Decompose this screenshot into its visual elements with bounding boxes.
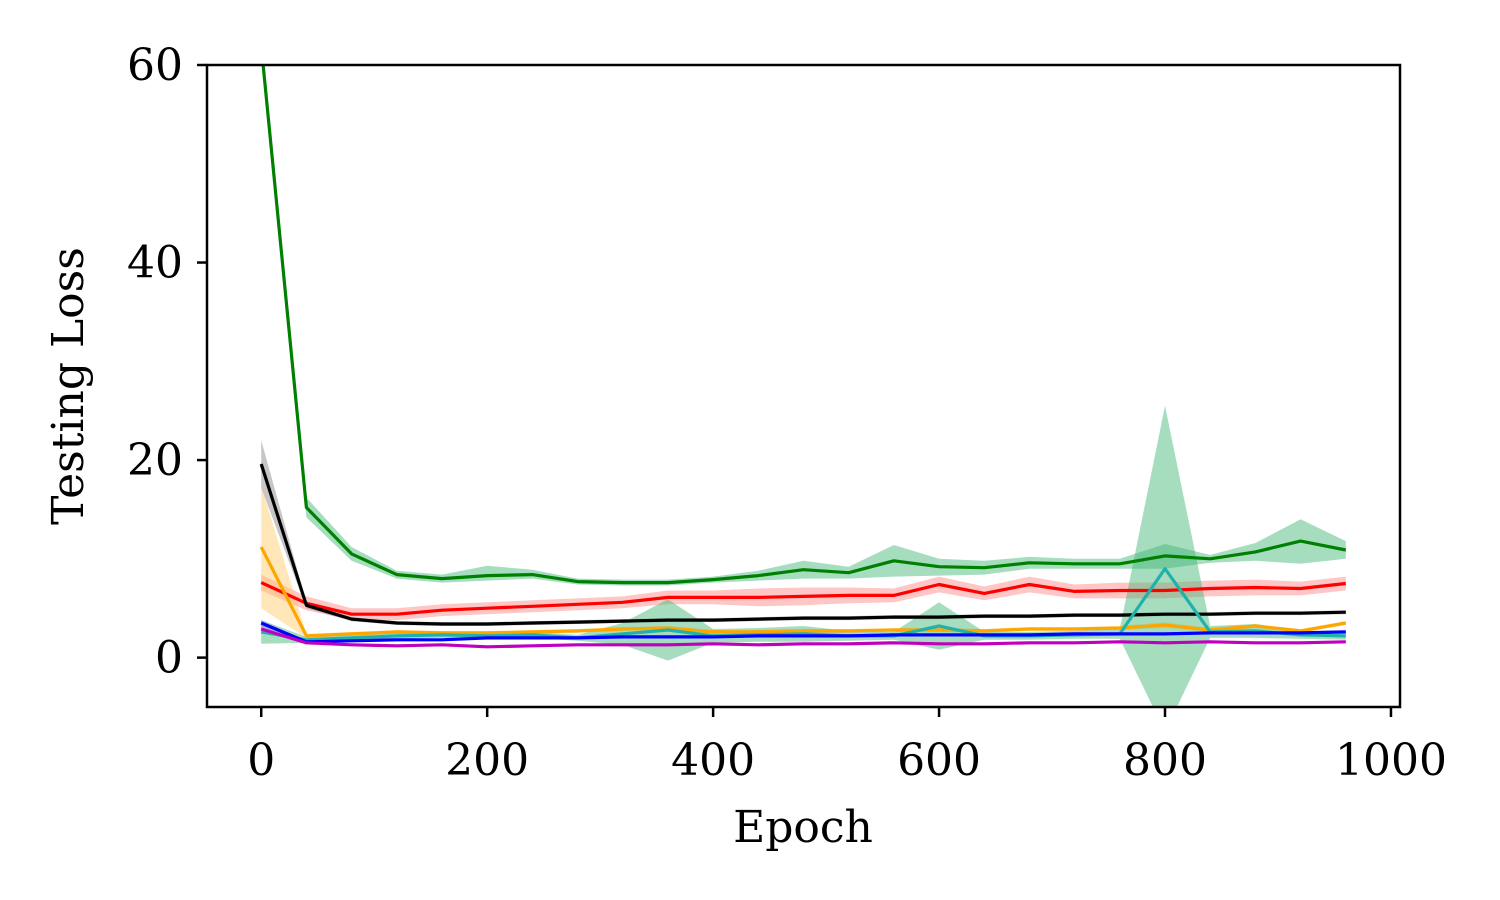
y-tick-label: 40 [127, 238, 183, 289]
x-tick-label: 600 [897, 735, 981, 786]
series-line-3 [259, 463, 1346, 626]
series-line-7 [260, 627, 1346, 649]
series-line-2 [260, 581, 1346, 616]
plot-frame [205, 63, 1402, 709]
y-tick-label: 60 [127, 40, 183, 91]
x-tick-label: 200 [445, 735, 529, 786]
y-tick-label: 20 [127, 435, 183, 486]
y-tick-label: 0 [155, 633, 183, 684]
y-axis-label: Testing Loss [43, 247, 94, 525]
x-tick-label: 1000 [1335, 735, 1447, 786]
error-bands [261, 65, 1346, 707]
series-line-1 [261, 65, 1347, 585]
x-tick-label: 0 [247, 735, 275, 786]
series-line-5 [260, 567, 1346, 642]
series-lines [259, 65, 1347, 649]
x-axis: 0 200 400 600 800 1000 [247, 707, 1447, 786]
x-tick-label: 800 [1123, 735, 1207, 786]
y-axis: 0 20 40 60 [127, 40, 207, 684]
series-line-6 [260, 621, 1346, 644]
x-tick-label: 400 [671, 735, 755, 786]
x-axis-label: Epoch [733, 802, 873, 853]
error-band-5 [261, 405, 1346, 707]
series-line-4 [259, 546, 1347, 638]
